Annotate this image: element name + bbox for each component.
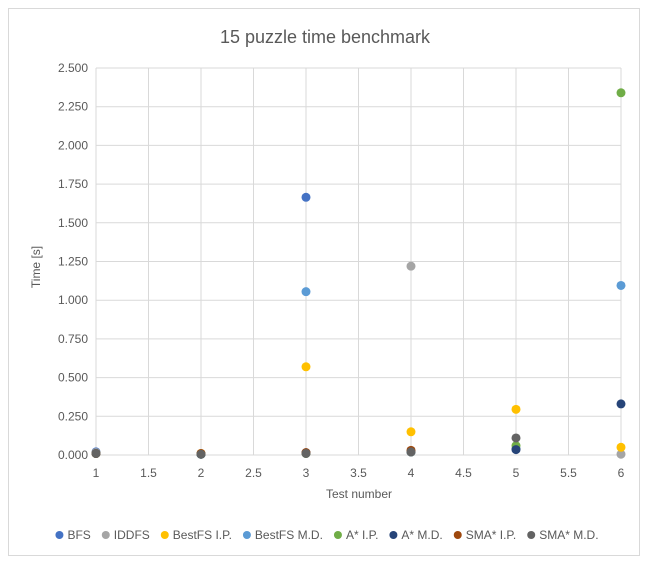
- legend-item: SMA* M.D.: [527, 528, 599, 542]
- data-point: [616, 399, 626, 409]
- legend-label: IDDFS: [114, 528, 150, 542]
- y-tick-label: 0.000: [58, 448, 88, 462]
- x-tick-label: 5: [513, 466, 520, 480]
- x-tick-label: 1: [93, 466, 100, 480]
- legend-label: A* I.P.: [346, 528, 378, 542]
- y-tick-label: 2.250: [58, 100, 88, 114]
- data-point: [616, 280, 626, 290]
- x-tick-label: 4.5: [455, 466, 472, 480]
- data-point: [511, 433, 521, 443]
- legend-item: BestFS M.D.: [242, 528, 323, 542]
- data-point: [301, 362, 311, 372]
- y-tick-label: 1.750: [58, 177, 88, 191]
- y-tick-label: 1.000: [58, 293, 88, 307]
- data-point: [616, 449, 626, 459]
- legend-label: SMA* M.D.: [539, 528, 598, 542]
- grid-layer: [95, 67, 622, 456]
- data-point: [511, 445, 521, 455]
- x-tick-label: 2.5: [245, 466, 262, 480]
- x-tick-label: 3.5: [350, 466, 367, 480]
- legend: BFS IDDFS BestFS I.P. BestFS M.D. A* I.P. A* …: [55, 528, 599, 542]
- legend-label: BFS: [67, 528, 90, 542]
- legend-marker: [101, 531, 110, 539]
- data-point: [511, 404, 521, 414]
- chart-title: 15 puzzle time benchmark: [220, 27, 431, 47]
- data-point: [616, 88, 626, 98]
- legend-marker: [527, 531, 536, 539]
- x-tick-labels: 1 1.5 2 2.5 3 3.5 4 4.5 5 5.5 6: [93, 466, 625, 480]
- data-point: [406, 427, 416, 437]
- legend-marker: [333, 531, 342, 539]
- x-tick-label: 2: [198, 466, 205, 480]
- legend-marker: [242, 531, 251, 539]
- y-tick-labels: 0.000 0.250 0.500 0.750 1.000 1.250 1.500 1.750…: [58, 61, 88, 462]
- legend-item: IDDFS: [101, 528, 150, 542]
- y-tick-label: 2.000: [58, 138, 88, 152]
- legend-label: A* M.D.: [401, 528, 442, 542]
- legend-item: SMA* I.P.: [453, 528, 516, 542]
- y-tick-label: 0.250: [58, 409, 88, 423]
- y-tick-label: 2.500: [58, 61, 88, 75]
- legend-item: A* M.D.: [389, 528, 443, 542]
- x-tick-label: 4: [408, 466, 415, 480]
- x-tick-label: 3: [303, 466, 310, 480]
- y-tick-label: 0.500: [58, 371, 88, 385]
- legend-label: BestFS I.P.: [173, 528, 232, 542]
- data-points: [91, 88, 626, 459]
- legend-label: BestFS M.D.: [255, 528, 323, 542]
- legend-label: SMA* I.P.: [466, 528, 516, 542]
- data-point: [91, 448, 101, 458]
- y-tick-label: 1.250: [58, 255, 88, 269]
- data-point: [301, 287, 311, 297]
- y-axis-title: Time [s]: [29, 246, 43, 288]
- legend-item: A* I.P.: [333, 528, 378, 542]
- x-tick-label: 5.5: [560, 466, 577, 480]
- series-sma-m-d: [91, 433, 521, 459]
- x-tick-label: 6: [618, 466, 625, 480]
- x-tick-label: 1.5: [140, 466, 157, 480]
- y-tick-label: 1.500: [58, 216, 88, 230]
- chart-frame: 15 puzzle time benchmark 0.000 0.250 0.500…: [8, 8, 640, 556]
- data-point: [616, 442, 626, 452]
- data-point: [196, 449, 206, 459]
- legend-marker: [453, 531, 462, 539]
- legend-marker: [389, 531, 398, 539]
- y-tick-label: 0.750: [58, 332, 88, 346]
- legend-marker: [160, 531, 169, 539]
- data-point: [301, 192, 311, 202]
- data-point: [406, 261, 416, 271]
- legend-item: BFS: [55, 528, 91, 542]
- data-point: [301, 448, 311, 458]
- x-axis-title: Test number: [326, 487, 392, 501]
- data-point: [406, 447, 416, 457]
- legend-item: BestFS I.P.: [160, 528, 232, 542]
- scatter-chart: 15 puzzle time benchmark 0.000 0.250 0.500…: [29, 27, 626, 542]
- legend-marker: [55, 531, 64, 539]
